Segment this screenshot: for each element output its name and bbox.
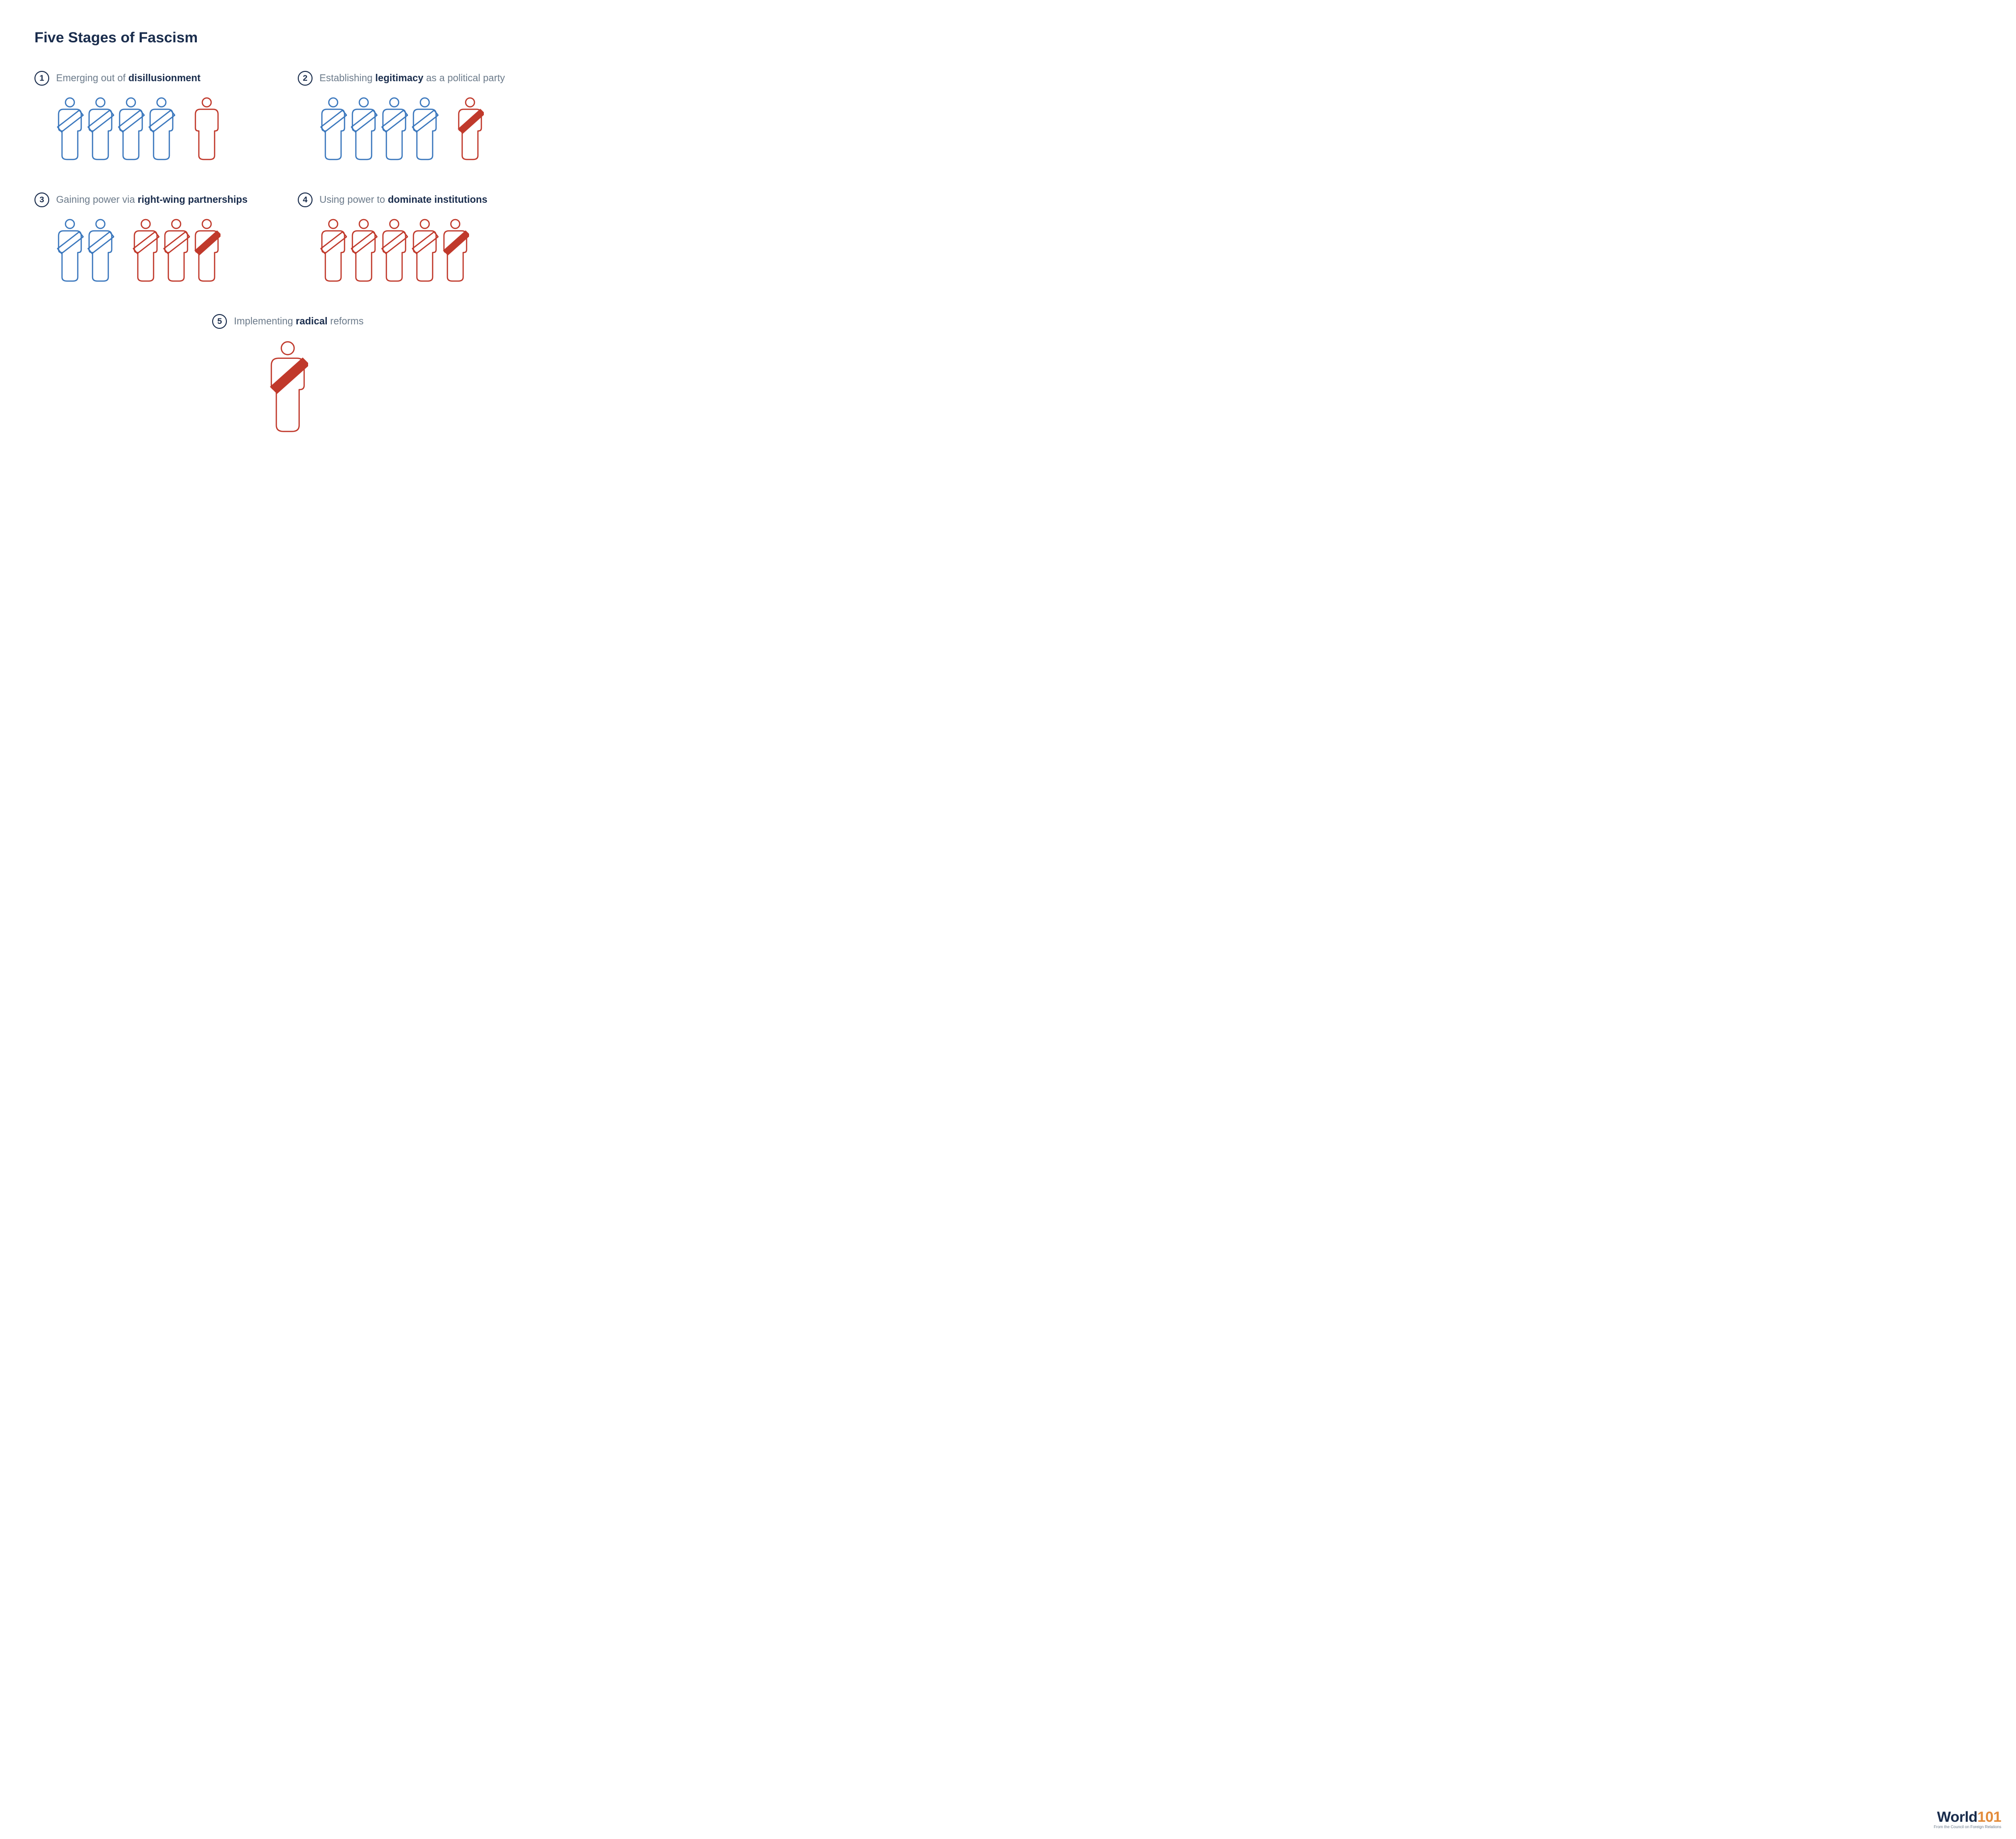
person-icon (411, 218, 439, 285)
stage-label-part: right-wing partnerships (138, 194, 248, 205)
stage-number: 3 (34, 192, 49, 207)
stages-grid: 1 Emerging out of disillusionment 2 Establ… (34, 71, 541, 435)
person-icon (319, 96, 347, 163)
person-icon (87, 96, 114, 163)
person-icon (56, 96, 84, 163)
person-icon (148, 96, 175, 163)
person-icon (380, 218, 408, 285)
figure-row (298, 218, 541, 285)
logo-sub: From the Council on Foreign Relations (1934, 1825, 2001, 1829)
person-icon (441, 218, 469, 285)
person-icon (456, 96, 484, 163)
stage-label-part: disillusionment (128, 73, 201, 84)
person-icon (193, 218, 220, 285)
stage-label-part: Implementing (234, 316, 296, 327)
stage-number: 4 (298, 192, 313, 207)
stage-1: 1 Emerging out of disillusionment (34, 71, 278, 163)
figure-row (298, 96, 541, 163)
person-icon (268, 340, 308, 435)
logo-word1: World (1937, 1809, 1978, 1825)
logo: World101 From the Council on Foreign Rel… (1934, 1809, 2001, 1829)
stage-label: Establishing legitimacy as a political p… (319, 73, 505, 84)
stage-label-part: as a political party (423, 73, 505, 84)
stage-label-part: reforms (327, 316, 363, 327)
stage-label-part: Establishing (319, 73, 375, 84)
stage-header: 4 Using power to dominate institutions (298, 192, 541, 207)
stage-label-part: dominate institutions (388, 194, 487, 205)
person-icon (350, 218, 378, 285)
figure-row (34, 96, 278, 163)
page-title: Five Stages of Fascism (34, 30, 541, 46)
stage-4: 4 Using power to dominate institutions (298, 192, 541, 285)
stage-number: 1 (34, 71, 49, 86)
stage-label-part: Using power to (319, 194, 388, 205)
stage-3: 3 Gaining power via right-wing partnershi… (34, 192, 278, 285)
person-icon (132, 218, 159, 285)
stage-number: 2 (298, 71, 313, 86)
person-icon (162, 218, 190, 285)
person-icon (319, 218, 347, 285)
stage-label: Using power to dominate institutions (319, 194, 487, 206)
logo-word2: 101 (1977, 1809, 2001, 1825)
stage-header: 3 Gaining power via right-wing partnershi… (34, 192, 278, 207)
stage-label: Implementing radical reforms (234, 316, 363, 327)
person-icon (411, 96, 439, 163)
person-icon (56, 218, 84, 285)
stage-label-part: Gaining power via (56, 194, 138, 205)
figure-row (34, 218, 278, 285)
stage-header: 5 Implementing radical reforms (212, 314, 363, 329)
person-icon (117, 96, 145, 163)
figure-row (268, 340, 308, 435)
person-icon (193, 96, 220, 163)
stage-header: 1 Emerging out of disillusionment (34, 71, 278, 86)
stage-5: 5 Implementing radical reforms (34, 314, 541, 435)
person-icon (380, 96, 408, 163)
person-icon (87, 218, 114, 285)
stage-number: 5 (212, 314, 227, 329)
stage-label: Emerging out of disillusionment (56, 73, 200, 84)
stage-2: 2 Establishing legitimacy as a political … (298, 71, 541, 163)
stage-header: 2 Establishing legitimacy as a political … (298, 71, 541, 86)
stage-label-part: radical (296, 316, 327, 327)
stage-label: Gaining power via right-wing partnership… (56, 194, 248, 206)
stage-label-part: legitimacy (375, 73, 423, 84)
stage-label-part: Emerging out of (56, 73, 128, 84)
person-icon (350, 96, 378, 163)
